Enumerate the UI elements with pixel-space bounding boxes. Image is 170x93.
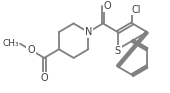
Text: S: S [115, 46, 121, 56]
Text: Cl: Cl [131, 5, 141, 15]
Text: CH₃: CH₃ [2, 39, 19, 48]
Text: O: O [27, 45, 35, 55]
Text: O: O [40, 73, 48, 83]
Text: O: O [104, 1, 112, 11]
Text: N: N [85, 27, 92, 37]
